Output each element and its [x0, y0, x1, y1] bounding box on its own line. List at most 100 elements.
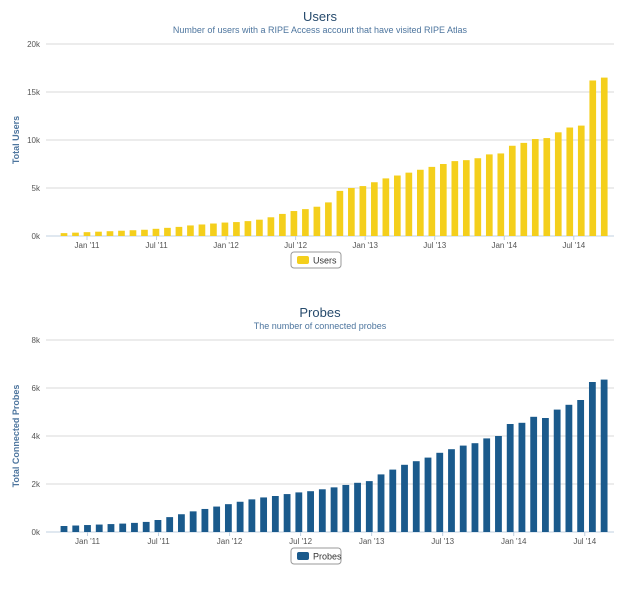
- bar: [553, 409, 561, 532]
- x-tick-label: Jul '14: [573, 537, 596, 546]
- legend-label: Probes: [313, 552, 342, 562]
- bar: [131, 522, 138, 532]
- x-tick-label: Jan '11: [75, 537, 101, 546]
- bar: [577, 125, 585, 236]
- bar: [279, 213, 286, 236]
- x-tick-label: Jan '12: [213, 241, 239, 250]
- bar: [459, 445, 467, 532]
- bar: [83, 232, 91, 236]
- bar: [497, 153, 505, 236]
- bar: [141, 229, 148, 236]
- bar: [152, 228, 160, 236]
- bar: [471, 443, 479, 532]
- bar: [506, 424, 514, 532]
- y-tick-label: 2k: [32, 480, 41, 489]
- bar: [566, 127, 574, 236]
- bar: [307, 491, 314, 532]
- bar: [565, 404, 573, 532]
- x-tick-label: Jan '14: [491, 241, 517, 250]
- bar: [405, 172, 413, 236]
- x-tick-label: Jul '11: [145, 241, 168, 250]
- bar: [495, 436, 502, 532]
- bar: [260, 497, 268, 532]
- bar: [166, 517, 174, 532]
- y-axis-label: Total Users: [11, 116, 21, 164]
- bar: [178, 514, 185, 532]
- bar: [543, 138, 551, 236]
- bar: [302, 209, 309, 236]
- x-tick-label: Jan '11: [75, 241, 101, 250]
- bar: [359, 186, 367, 236]
- x-tick-label: Jan '14: [501, 537, 527, 546]
- bar: [95, 524, 103, 532]
- bar: [531, 139, 539, 236]
- x-tick-label: Jul '13: [423, 241, 446, 250]
- bar: [84, 525, 91, 532]
- bar: [600, 379, 608, 532]
- y-tick-label: 10k: [27, 136, 41, 145]
- x-tick-label: Jul '12: [289, 537, 312, 546]
- bar: [348, 188, 355, 236]
- bar: [508, 145, 516, 236]
- bar: [577, 400, 585, 532]
- bar: [462, 160, 470, 236]
- bar: [325, 202, 332, 236]
- bar: [554, 132, 562, 236]
- bar: [600, 77, 608, 236]
- bar: [236, 501, 244, 532]
- bar: [354, 482, 361, 532]
- chart-title: Probes: [299, 305, 341, 320]
- bar: [201, 508, 209, 532]
- legend-swatch: [297, 552, 309, 560]
- bar: [72, 525, 80, 532]
- bar: [95, 231, 102, 236]
- bar: [107, 524, 115, 532]
- bar: [248, 499, 256, 532]
- bar: [106, 231, 114, 236]
- y-tick-label: 0k: [32, 528, 41, 537]
- bar: [474, 158, 482, 236]
- x-tick-label: Jan '13: [352, 241, 378, 250]
- bar: [72, 232, 79, 236]
- bar: [313, 206, 321, 236]
- bar: [448, 449, 455, 532]
- bar: [412, 461, 420, 532]
- bar: [382, 178, 390, 236]
- bar: [118, 230, 125, 236]
- x-tick-label: Jul '12: [284, 241, 307, 250]
- bar: [283, 494, 291, 532]
- bar: [424, 457, 432, 532]
- bar: [142, 521, 150, 532]
- bar: [377, 474, 385, 532]
- bar: [164, 227, 171, 236]
- bar: [189, 511, 197, 532]
- y-axis-label: Total Connected Probes: [11, 385, 21, 488]
- bar: [198, 224, 206, 236]
- x-tick-label: Jul '13: [431, 537, 454, 546]
- y-tick-label: 20k: [27, 40, 41, 49]
- legend: Probes: [290, 547, 342, 565]
- legend-swatch: [297, 256, 309, 264]
- bar: [401, 464, 408, 532]
- x-tick-label: Jul '11: [147, 537, 170, 546]
- bar: [436, 452, 444, 532]
- bar: [589, 80, 597, 236]
- legend-label: Users: [313, 256, 337, 266]
- bar: [336, 190, 344, 236]
- chart-subtitle: Number of users with a RIPE Access accou…: [173, 25, 468, 35]
- bar: [520, 142, 528, 236]
- bar: [295, 492, 303, 532]
- bar: [394, 175, 401, 236]
- bar: [485, 154, 493, 236]
- x-tick-label: Jul '14: [562, 241, 585, 250]
- bar: [244, 221, 252, 236]
- bar: [221, 222, 229, 236]
- bar: [60, 233, 68, 236]
- bar: [224, 504, 232, 532]
- bar: [290, 211, 298, 236]
- bar: [129, 230, 137, 236]
- bar: [530, 416, 538, 532]
- bar: [154, 520, 162, 532]
- bar: [588, 382, 596, 532]
- bar: [342, 484, 350, 532]
